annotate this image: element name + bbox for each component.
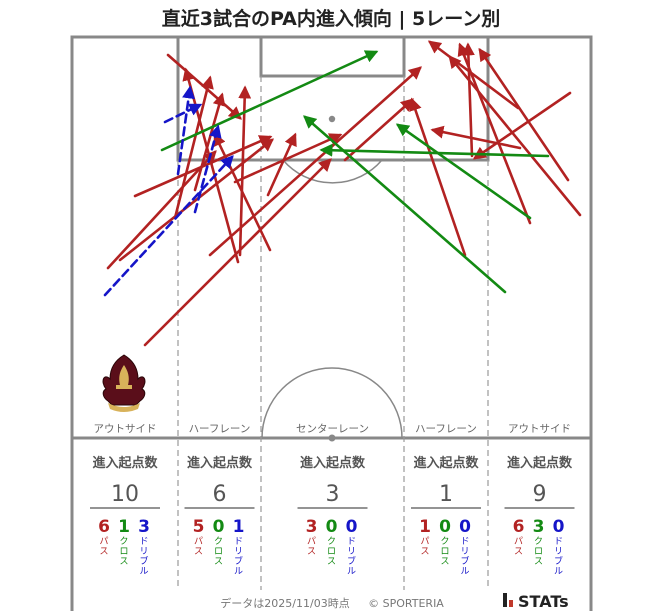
lane-dribble-count: 1 xyxy=(233,517,245,537)
pass-arrow xyxy=(213,132,272,252)
dribble-arrow xyxy=(163,103,203,124)
lane-cross-count: 0 xyxy=(439,517,451,537)
lane-label: アウトサイド xyxy=(94,423,157,435)
lane-cross-label: クロス xyxy=(119,536,128,567)
pass-arrow xyxy=(182,67,240,264)
pass-arrow xyxy=(448,54,582,217)
pass-arrow xyxy=(233,133,343,184)
lane-pass-count: 1 xyxy=(419,517,431,537)
lane-cross-label: クロス xyxy=(534,536,543,567)
center-circle xyxy=(261,367,403,439)
stats-logo: STATs xyxy=(503,592,569,611)
pass-arrow xyxy=(457,42,532,225)
stats-logo-text: STATs xyxy=(518,592,569,611)
dribble-arrow xyxy=(176,85,196,176)
lane-label: ハーフレーン xyxy=(189,423,251,435)
lane-cross-label: クロス xyxy=(440,536,449,567)
lane-dribble-label: ドリブル xyxy=(460,537,469,577)
lane-cross-count: 1 xyxy=(118,517,130,537)
lane-stats: 進入起点数106パス1クロス3ドリブル進入起点数65パス0クロス1ドリブル進入起… xyxy=(90,455,575,577)
lane-dribble-label: ドリブル xyxy=(234,537,243,577)
lane-pass-label: パス xyxy=(99,536,108,557)
pass-arrow xyxy=(193,92,226,192)
lane-cross-label: クロス xyxy=(214,536,223,567)
lane-cross-count: 0 xyxy=(213,517,225,537)
lane-cross-count: 0 xyxy=(326,517,338,537)
lane-pass-label: パス xyxy=(194,536,203,557)
lane-pass-label: パス xyxy=(420,536,429,557)
stats-logo-mark-2 xyxy=(509,600,513,607)
lane-total: 1 xyxy=(439,482,453,507)
lane-count-label: 進入起点数 xyxy=(187,455,253,471)
lane-count-label: 進入起点数 xyxy=(92,455,158,471)
cross-arrow xyxy=(395,123,532,220)
lane-count-label: 進入起点数 xyxy=(300,455,366,471)
pass-arrow xyxy=(266,132,297,197)
footer-date: データは2025/11/03時点 xyxy=(220,596,349,610)
pitch-outline xyxy=(70,35,593,611)
pass-arrow xyxy=(478,47,570,182)
lane-cross-label: クロス xyxy=(327,536,336,567)
lane-pass-count: 3 xyxy=(306,517,318,537)
pass-arrow xyxy=(208,66,422,257)
lane-total: 6 xyxy=(213,482,227,507)
stats-logo-mark xyxy=(503,593,507,607)
lane-total: 10 xyxy=(111,482,139,507)
penalty-area xyxy=(176,37,490,162)
lane-label: ハーフレーン xyxy=(415,423,477,435)
dribble-arrow xyxy=(103,155,234,297)
lane-pass-label: パス xyxy=(514,536,523,557)
penalty-spot xyxy=(328,115,336,123)
pass-arrow xyxy=(143,158,332,347)
lane-total: 3 xyxy=(326,482,340,507)
pass-arrow xyxy=(461,42,475,158)
pass-arrow xyxy=(472,91,572,160)
pitch-thin xyxy=(261,159,403,439)
lane-cross-count: 3 xyxy=(533,517,545,537)
lane-pass-count: 6 xyxy=(98,517,110,537)
pass-arrow xyxy=(106,150,217,270)
lane-dividers xyxy=(177,76,489,590)
lane-dribble-count: 0 xyxy=(459,517,471,537)
cross-arrow xyxy=(303,115,507,294)
lane-dribble-count: 0 xyxy=(553,517,565,537)
chart-title: 直近3試合のPA内進入傾向 | 5レーン別 xyxy=(162,7,501,30)
lane-pass-count: 5 xyxy=(193,517,205,537)
pass-arrow xyxy=(118,138,275,262)
lane-pass-count: 6 xyxy=(513,517,525,537)
goal-area xyxy=(259,37,406,78)
lane-dribble-count: 0 xyxy=(346,517,358,537)
cross-arrow xyxy=(319,143,550,158)
dribble-arrow xyxy=(193,124,222,214)
lane-total: 9 xyxy=(533,482,547,507)
lane-dribble-label: ドリブル xyxy=(554,537,563,577)
crest-ribbon xyxy=(108,403,140,412)
pass-arrow xyxy=(430,125,522,150)
crest-lily xyxy=(116,365,132,389)
arrows-layer xyxy=(103,40,582,347)
lane-dribble-count: 3 xyxy=(138,517,150,537)
lane-pass-label: パス xyxy=(307,536,316,557)
lane-dribble-label: ドリブル xyxy=(139,537,148,577)
lane-label: センターレーン xyxy=(296,423,369,435)
center-spot xyxy=(328,434,336,442)
lane-labels: アウトサイド ハーフレーン センターレーン ハーフレーン アウトサイド xyxy=(94,423,572,435)
pass-arrow xyxy=(173,75,214,220)
lane-count-label: 進入起点数 xyxy=(507,455,573,471)
cross-arrow xyxy=(160,50,379,152)
lane-count-label: 進入起点数 xyxy=(413,455,479,471)
lane-label: アウトサイド xyxy=(508,423,571,435)
penalty-arc xyxy=(282,159,383,184)
pass-arrow xyxy=(427,40,520,110)
club-crest xyxy=(102,354,146,412)
footer-copyright: © SPORTERIA xyxy=(368,597,444,610)
lane-dribble-label: ドリブル xyxy=(347,537,356,577)
pass-arrow xyxy=(409,97,467,257)
